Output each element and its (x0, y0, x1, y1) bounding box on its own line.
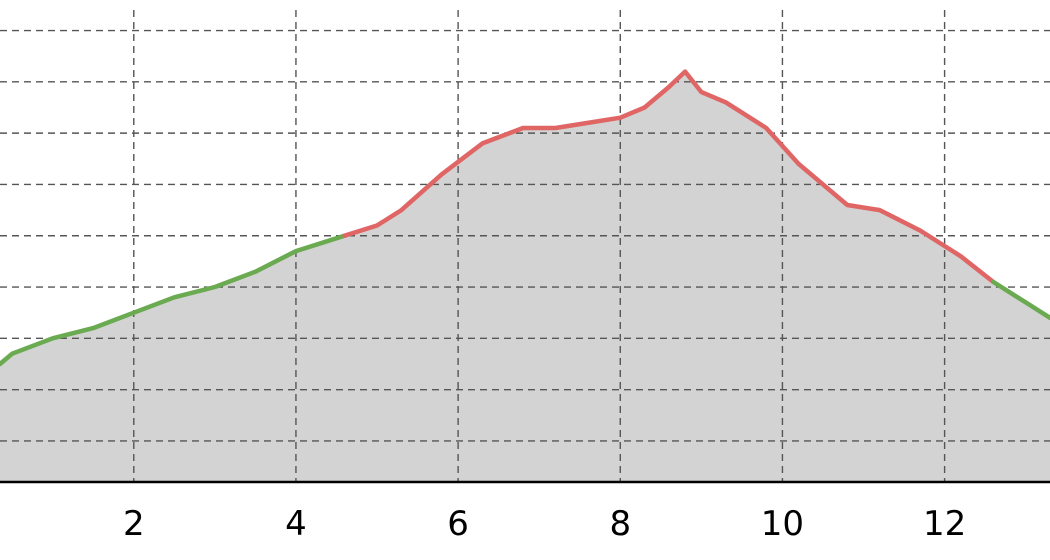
x-tick-labels: 2 4 6 8 10 12 (123, 504, 966, 544)
elevation-area-fill (0, 71, 1050, 482)
x-tick-label: 4 (285, 504, 307, 544)
profile-segment-1 (0, 233, 347, 367)
x-tick-label: 8 (609, 504, 631, 544)
x-tick-label: 6 (447, 504, 469, 544)
profile-segment-2 (342, 69, 996, 285)
x-tick-label: 2 (123, 504, 145, 544)
line-layer (0, 69, 1050, 367)
profile-segment-3 (990, 279, 1050, 321)
x-tick-label: 12 (923, 504, 966, 544)
area-layer (0, 71, 1050, 482)
grid-layer (0, 10, 1050, 482)
x-tick-label: 10 (761, 504, 804, 544)
